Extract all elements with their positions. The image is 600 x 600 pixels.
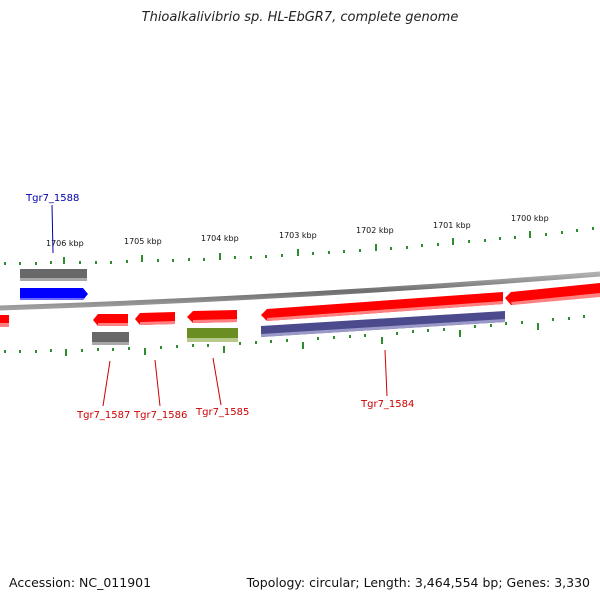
leader-line-1588: [51, 204, 54, 254]
genome-backbone: [0, 271, 600, 311]
gray-feature-upper[interactable]: [20, 269, 87, 281]
leader-line-1585: [212, 357, 222, 406]
gene-label-tgr7-1584: Tgr7_1584: [360, 399, 414, 410]
gene-tgr7-1585[interactable]: [187, 310, 237, 323]
scale-label-1700: 1700 kbp: [511, 214, 549, 223]
accession-text: Accession: NC_011901: [9, 575, 152, 590]
leader-line-1587: [102, 360, 111, 407]
scale-label-1706: 1706 kbp: [46, 239, 84, 248]
scale-label-1702: 1702 kbp: [356, 226, 394, 235]
gray-feature-lower[interactable]: [92, 332, 129, 345]
gene-tgr7-1584[interactable]: [261, 311, 505, 337]
genome-stats-text: Topology: circular; Length: 3,464,554 bp…: [246, 575, 590, 590]
gene-label-tgr7-1587: Tgr7_1587: [76, 410, 130, 421]
gene-right-edge[interactable]: [505, 283, 600, 305]
scale-label-1703: 1703 kbp: [279, 231, 317, 240]
leader-line-1584: [384, 349, 388, 397]
olive-feature[interactable]: [187, 328, 238, 342]
gene-label-tgr7-1585: Tgr7_1585: [195, 407, 249, 418]
page-title: Thioalkalivibrio sp. HL-EbGR7, complete …: [141, 10, 459, 25]
lower-tick-scale: [4, 315, 585, 356]
scale-label-1705: 1705 kbp: [124, 237, 162, 246]
gene-label-tgr7-1586: Tgr7_1586: [133, 410, 187, 421]
upper-tick-scale: [4, 227, 594, 265]
gene-tgr7-1587[interactable]: [93, 314, 128, 326]
scale-label-1701: 1701 kbp: [433, 221, 471, 230]
gene-tgr7-1586[interactable]: [135, 312, 175, 325]
leader-line-1586: [154, 359, 161, 407]
gene-left-edge[interactable]: [0, 315, 9, 327]
gene-large-red[interactable]: [261, 292, 503, 321]
gene-tgr7-1588[interactable]: [20, 288, 88, 300]
scale-label-1704: 1704 kbp: [201, 234, 239, 243]
gene-label-tgr7-1588: Tgr7_1588: [25, 193, 79, 204]
